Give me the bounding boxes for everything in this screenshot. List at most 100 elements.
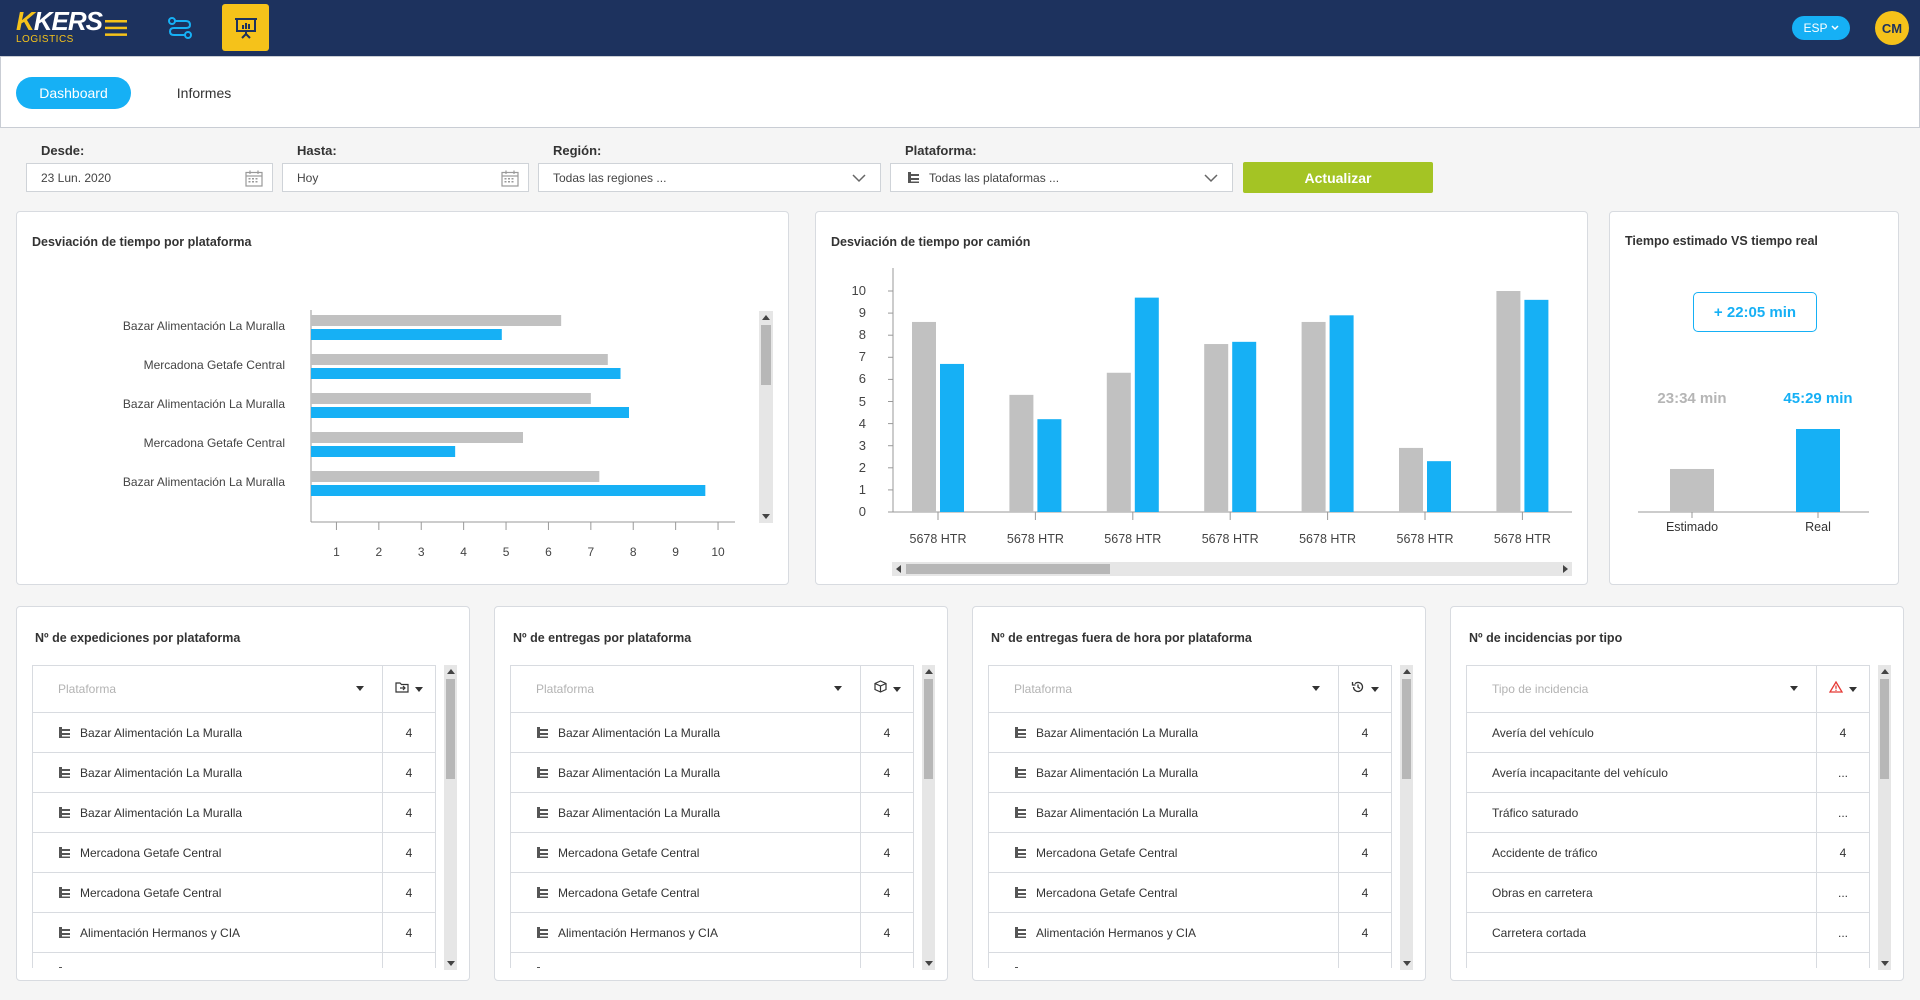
language-label: ESP: [1803, 21, 1828, 35]
row-value-cell: 4: [1339, 713, 1391, 752]
update-button[interactable]: Actualizar: [1243, 162, 1433, 193]
column-header-count[interactable]: [1817, 666, 1869, 712]
scroll-down-icon[interactable]: [924, 961, 933, 967]
scroll-thumb[interactable]: [1880, 679, 1889, 779]
column-header-name[interactable]: Plataforma: [511, 666, 861, 712]
row-value: ...: [1837, 805, 1848, 820]
sort-caret-icon[interactable]: [1371, 686, 1379, 692]
table-row[interactable]: Bazar Alimentación La Muralla 4: [510, 753, 914, 793]
table-row[interactable]: Mercadona Getafe Central 4: [32, 873, 436, 913]
table-row[interactable]: Obras en carretera...: [1466, 873, 1870, 913]
table-row[interactable]: Accidente de tráfico 4: [1466, 833, 1870, 873]
scroll-up-icon[interactable]: [446, 668, 455, 674]
row-value: 4: [883, 885, 891, 900]
scroll-thumb[interactable]: [924, 679, 933, 779]
x-tick-label: 10: [711, 545, 725, 559]
menu-icon[interactable]: [96, 8, 136, 48]
truck-chart-scrollbar[interactable]: [892, 562, 1572, 576]
table-row[interactable]: Alimentación Hermanos y CIA 4: [510, 953, 914, 968]
logo-text: KKERS: [16, 6, 103, 36]
scroll-thumb[interactable]: [761, 325, 771, 385]
sort-caret-icon[interactable]: [415, 686, 423, 692]
tab-informes[interactable]: Informes: [176, 85, 232, 101]
scroll-down-icon[interactable]: [1402, 961, 1411, 967]
row-value-cell: 4: [1817, 953, 1869, 969]
scroll-left-icon[interactable]: [895, 565, 901, 573]
scroll-up-icon[interactable]: [762, 314, 770, 320]
scroll-right-icon[interactable]: [1563, 565, 1569, 573]
region-select[interactable]: Todas las regiones ...: [538, 163, 881, 192]
row-name-cell: Alimentación Hermanos y CIA: [511, 953, 861, 968]
scroll-down-icon[interactable]: [446, 961, 455, 967]
desde-value: 23 Lun. 2020: [41, 170, 112, 185]
scroll-up-icon[interactable]: [924, 668, 933, 674]
platform-chart-scrollbar[interactable]: [759, 311, 773, 523]
desde-label: Desde:: [41, 143, 85, 158]
table-row[interactable]: Alimentación Hermanos y CIA 4: [32, 913, 436, 953]
scroll-thumb[interactable]: [1402, 679, 1411, 779]
history-icon: [1351, 680, 1365, 699]
plataforma-select[interactable]: Todas las plataformas ...: [890, 163, 1233, 192]
table-row[interactable]: Complicaciones por climatología 4: [1466, 953, 1870, 968]
user-avatar[interactable]: CM: [1875, 11, 1909, 45]
sort-caret-icon[interactable]: [834, 686, 842, 691]
hasta-date-field[interactable]: Hoy: [282, 163, 529, 192]
table-row[interactable]: Bazar Alimentación La Muralla 4: [32, 793, 436, 833]
sort-caret-icon[interactable]: [1312, 686, 1320, 691]
desde-date-field[interactable]: 23 Lun. 2020: [26, 163, 273, 192]
scroll-thumb[interactable]: [906, 564, 1110, 574]
table-row[interactable]: Mercadona Getafe Central 4: [32, 833, 436, 873]
table-row[interactable]: Bazar Alimentación La Muralla 4: [510, 713, 914, 753]
table-row[interactable]: Bazar Alimentación La Muralla 4: [988, 713, 1392, 753]
route-icon[interactable]: [160, 8, 200, 48]
category-label: Bazar Alimentación La Muralla: [122, 397, 285, 411]
table-row[interactable]: Alimentación Hermanos y CIA 4: [988, 953, 1392, 968]
column-header-count[interactable]: [861, 666, 913, 712]
calendar-icon[interactable]: [501, 170, 519, 187]
sort-caret-icon[interactable]: [892, 686, 901, 692]
table-row[interactable]: Avería del vehículo 4: [1466, 713, 1870, 753]
table-title: Nº de entregas fuera de hora por platafo…: [991, 631, 1252, 645]
sort-caret-icon[interactable]: [1849, 686, 1857, 692]
table-row[interactable]: Mercadona Getafe Central 4: [510, 833, 914, 873]
table-scrollbar[interactable]: [922, 665, 935, 970]
scroll-up-icon[interactable]: [1402, 668, 1411, 674]
sort-caret-icon[interactable]: [1790, 686, 1798, 691]
table-row[interactable]: Alimentación Hermanos y CIA 4: [988, 913, 1392, 953]
table-row[interactable]: Tráfico saturado...: [1466, 793, 1870, 833]
scroll-down-icon[interactable]: [1880, 961, 1889, 967]
table-row[interactable]: Bazar Alimentación La Muralla 4: [988, 793, 1392, 833]
table-row[interactable]: Alimentación Hermanos y CIA 4: [510, 913, 914, 953]
table-row[interactable]: Mercadona Getafe Central 4: [510, 873, 914, 913]
sort-caret-icon[interactable]: [356, 686, 364, 691]
table-row[interactable]: Alimentación Hermanos y CIA 4: [32, 953, 436, 968]
table-row[interactable]: Bazar Alimentación La Muralla 4: [32, 753, 436, 793]
table-row[interactable]: Avería incapacitante del vehículo...: [1466, 753, 1870, 793]
language-selector[interactable]: ESP: [1792, 16, 1850, 40]
category-label: Mercadona Getafe Central: [143, 358, 285, 372]
logo[interactable]: KKERS LOGISTICS: [16, 6, 103, 48]
row-name: Alimentación Hermanos y CIA: [1036, 925, 1197, 940]
table-row[interactable]: Bazar Alimentación La Muralla 4: [32, 713, 436, 753]
y-tick-label: 2: [858, 459, 866, 475]
calendar-icon[interactable]: [245, 170, 263, 187]
column-header-name[interactable]: Plataforma: [33, 666, 383, 712]
presentation-chart-icon[interactable]: [222, 4, 269, 51]
scroll-down-icon[interactable]: [762, 514, 770, 520]
column-header-count[interactable]: [383, 666, 435, 712]
scroll-thumb[interactable]: [446, 679, 455, 779]
table-row[interactable]: Carretera cortada...: [1466, 913, 1870, 953]
table-row[interactable]: Mercadona Getafe Central 4: [988, 873, 1392, 913]
table-row[interactable]: Bazar Alimentación La Muralla 4: [510, 793, 914, 833]
table-scrollbar[interactable]: [1400, 665, 1413, 970]
truck-label: 5678 HTR: [1104, 532, 1162, 546]
column-header-name[interactable]: Tipo de incidencia: [1467, 666, 1817, 712]
table-scrollbar[interactable]: [1878, 665, 1891, 970]
column-header-name[interactable]: Plataforma: [989, 666, 1339, 712]
column-header-count[interactable]: [1339, 666, 1391, 712]
table-row[interactable]: Mercadona Getafe Central 4: [988, 833, 1392, 873]
tab-dashboard[interactable]: Dashboard: [16, 77, 131, 109]
scroll-up-icon[interactable]: [1880, 668, 1889, 674]
table-row[interactable]: Bazar Alimentación La Muralla 4: [988, 753, 1392, 793]
table-scrollbar[interactable]: [444, 665, 457, 970]
